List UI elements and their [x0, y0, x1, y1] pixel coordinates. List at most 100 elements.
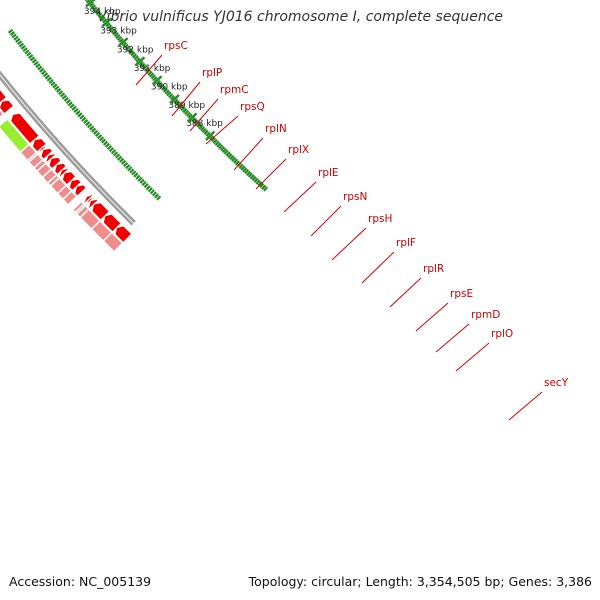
minor-tick: [176, 102, 182, 108]
minor-tick: [85, 0, 92, 4]
minor-tick: [152, 76, 158, 82]
gene-arrow: [88, 198, 99, 210]
accession-label: Accession: NC_005139: [9, 574, 152, 589]
kbp-label: 392 kbp: [117, 45, 154, 55]
minor-tick: [116, 155, 123, 161]
kbp-label: 390 kbp: [151, 83, 188, 93]
minor-tick: [108, 26, 114, 32]
minor-tick: [246, 170, 252, 176]
minor-tick: [238, 163, 244, 169]
minor-tick: [29, 56, 36, 62]
minor-tick: [130, 51, 136, 57]
backbone: [0, 70, 136, 226]
minor-tick: [209, 135, 215, 141]
minor-tick: [253, 177, 259, 183]
kbp-label: 389 kbp: [168, 101, 205, 111]
minor-tick: [164, 89, 170, 95]
minor-tick: [198, 124, 204, 130]
minor-tick: [85, 121, 91, 127]
minor-tick: [173, 98, 179, 104]
gene-arrow: [0, 99, 15, 115]
minor-tick: [28, 54, 34, 59]
kbp-label: 393 kbp: [100, 26, 137, 36]
minor-tick: [113, 32, 119, 38]
minor-tick: [191, 117, 197, 123]
backbone-highlight: [0, 73, 135, 224]
minor-tick: [46, 76, 52, 82]
map-title: Vibrio vulnificus YJ016 chromosome I, co…: [96, 9, 504, 25]
label-leader-line: [205, 115, 239, 145]
minor-tick: [200, 126, 206, 132]
minor-tick: [121, 41, 128, 47]
minor-tick: [147, 187, 153, 193]
minor-tick: [148, 72, 155, 78]
minor-tick: [131, 170, 137, 176]
inner-track: [0, 89, 133, 244]
minor-tick: [154, 193, 160, 199]
gene-arrow: [68, 178, 82, 192]
minor-tick: [81, 116, 87, 122]
minor-tick: [223, 149, 229, 155]
minor-tick: [65, 99, 71, 105]
minor-tick: [95, 10, 101, 16]
gene-label-rplO: rplO: [491, 328, 513, 340]
gene-label-rpmD: rpmD: [471, 309, 500, 321]
minor-tick: [13, 35, 19, 41]
minor-tick: [141, 180, 147, 186]
minor-tick: [166, 91, 172, 97]
minor-tick: [15, 38, 21, 43]
gene-label-secY: secY: [544, 377, 569, 389]
minor-tick: [89, 125, 95, 131]
minor-tick: [214, 140, 220, 146]
minor-tick: [39, 67, 45, 73]
gene-label-rpsC: rpsC: [164, 40, 188, 52]
minor-tick: [92, 129, 99, 135]
minor-tick: [135, 174, 141, 180]
major-tick: [169, 94, 180, 105]
label-leader-line: [171, 81, 201, 117]
minor-tick: [185, 111, 191, 117]
minor-tick: [104, 142, 111, 148]
minor-tick: [116, 35, 123, 41]
minor-tick: [240, 165, 246, 171]
minor-tick: [225, 151, 231, 157]
minor-tick: [56, 87, 62, 93]
minor-tick: [156, 195, 162, 201]
gene-label-rpsH: rpsH: [368, 213, 392, 225]
minor-tick: [110, 149, 117, 155]
minor-tick: [155, 80, 162, 86]
minor-tick: [44, 74, 50, 80]
minor-tick: [112, 151, 119, 157]
gene-arrow: [91, 202, 111, 221]
minor-tick: [259, 182, 265, 189]
minor-tick: [102, 140, 109, 146]
minor-tick: [178, 104, 184, 110]
minor-tick: [242, 167, 248, 173]
minor-tick: [31, 58, 37, 64]
minor-tick: [89, 2, 95, 8]
major-tick: [85, 0, 96, 8]
minor-tick: [133, 172, 139, 178]
gene-arrow: [0, 89, 8, 104]
major-tick: [187, 112, 198, 123]
major-tick: [151, 75, 163, 86]
minor-tick: [149, 189, 155, 195]
gene-feature-highlight: [0, 117, 31, 154]
minor-tick: [229, 154, 235, 161]
minor-tick: [127, 166, 133, 172]
minor-tick: [20, 44, 26, 50]
minor-tick: [87, 123, 93, 129]
minor-tick: [140, 62, 146, 68]
minor-tick: [142, 64, 148, 70]
gene-arrow: [61, 171, 77, 186]
minor-tick: [35, 63, 41, 69]
label-leader-line: [331, 227, 367, 261]
minor-tick: [143, 66, 150, 72]
minor-tick: [137, 176, 143, 182]
minor-tick: [24, 49, 30, 55]
minor-tick: [37, 65, 43, 71]
minor-tick: [221, 147, 227, 153]
minor-tick: [90, 127, 97, 133]
minor-tick: [73, 107, 79, 113]
minor-tick: [133, 55, 139, 61]
